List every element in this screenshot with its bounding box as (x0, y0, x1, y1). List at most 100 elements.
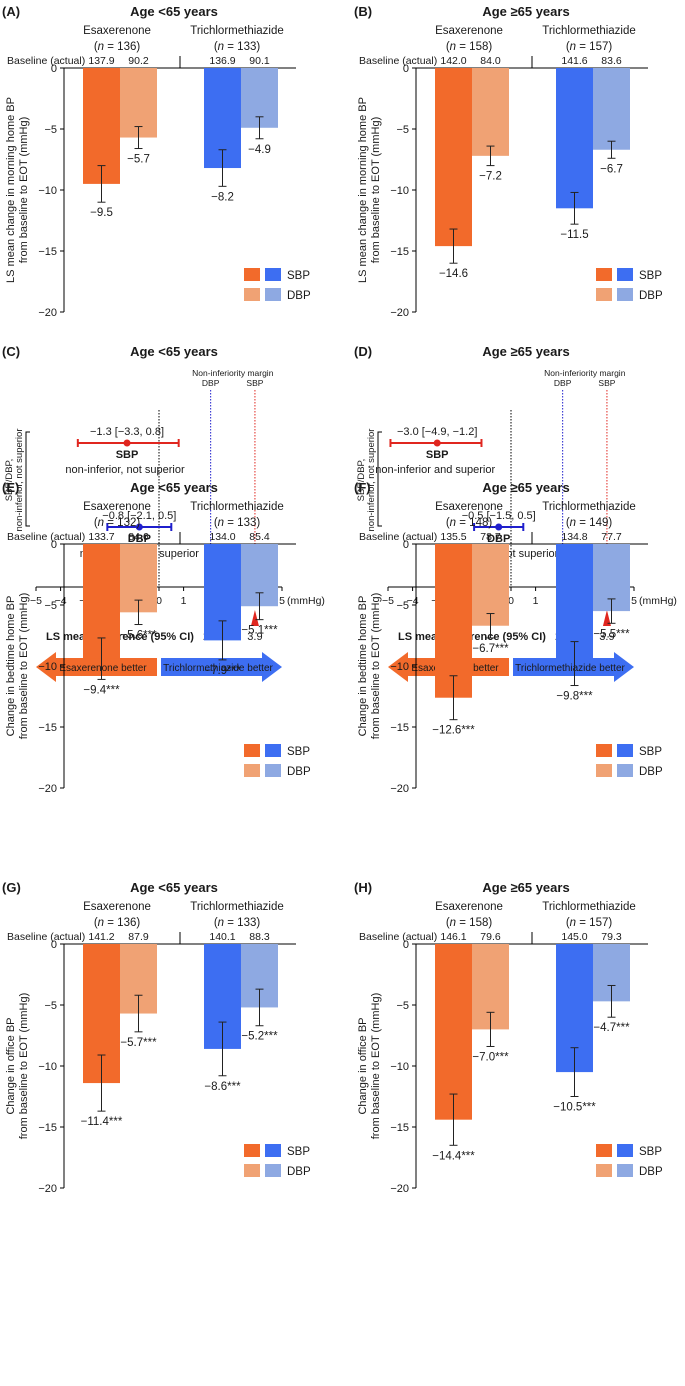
data-label: −5.7*** (120, 1037, 157, 1049)
chart-title: Age <65 years (130, 880, 218, 895)
baseline-value: 145.0 (561, 931, 587, 943)
panel-label: (G) (2, 880, 21, 895)
baseline-value: 88.3 (249, 931, 270, 943)
arrow-right-label: Trichlormethiazide better (163, 663, 273, 674)
group-name: Esaxerenone (435, 25, 503, 37)
panel-label: (B) (354, 4, 372, 19)
legend-label: SBP (287, 270, 310, 282)
y-axis-label: Change in office BP (357, 1017, 369, 1114)
data-label: −12.6*** (432, 725, 475, 737)
arrow-left-label: Esaxerenone better (59, 663, 147, 674)
row-name: SBP (116, 449, 139, 461)
data-label: −5.1*** (241, 625, 278, 637)
data-label: −5.2*** (241, 1031, 278, 1043)
group-name: Trichlormethiazide (542, 901, 636, 913)
data-label: −11.5 (560, 229, 588, 241)
bar-panel-g: (G) Age <65 years Esaxerenone (n = 136) Tric… (2, 880, 311, 1195)
y-tick-label: −20 (38, 1183, 57, 1195)
margin-value: 3.9 (599, 631, 614, 643)
group-n: (n = 133) (214, 41, 261, 53)
x-tick-label: 0 (508, 595, 514, 607)
y-tick-label: −15 (38, 722, 57, 734)
baseline-value: 140.1 (209, 931, 235, 943)
side-label: SBP/DBP, (4, 459, 15, 502)
y-axis-label: from baseline to EOT (mmHg) (18, 117, 30, 264)
row-conclusion: non-inferior, not superior (65, 464, 185, 476)
chart-title: Age ≥65 years (482, 4, 569, 19)
panel-label: (A) (2, 4, 20, 19)
side-bracket (377, 431, 382, 527)
x-axis-label: LS mean difference (95% CI) (398, 631, 546, 643)
baseline-value: 137.9 (88, 55, 114, 67)
chart-title: Age <65 years (130, 480, 218, 495)
baseline-value: 146.1 (440, 931, 466, 943)
group-name: Esaxerenone (435, 901, 503, 913)
bar-dbp (593, 68, 630, 150)
y-axis-label: from baseline to EOT (mmHg) (370, 993, 382, 1140)
side-label: SBP/DBP, (356, 459, 367, 502)
margin-marker (250, 610, 259, 626)
group-name: Esaxerenone (83, 501, 151, 513)
y-tick-label: −20 (38, 783, 57, 795)
legend-swatch (265, 744, 281, 757)
baseline-value: 79.3 (601, 931, 622, 943)
legend-label: SBP (287, 746, 310, 758)
y-axis-label: Change in bedtime home BP (357, 596, 369, 737)
group-name: Trichlormethiazide (190, 25, 284, 37)
legend-swatch (596, 764, 612, 777)
legend-swatch (265, 288, 281, 301)
ci-text: −1.3 [−3.3, 0.8] (90, 426, 164, 438)
y-tick-label: −5 (44, 124, 57, 136)
bar-sbp (435, 68, 472, 247)
group-name: Trichlormethiazide (542, 501, 636, 513)
baseline-value: 85.4 (249, 531, 270, 543)
legend-swatch (265, 1164, 281, 1177)
ci-point (135, 523, 143, 531)
baseline-value: 90.2 (128, 55, 149, 67)
legend-swatch (617, 1164, 633, 1177)
data-label: −6.7*** (472, 643, 509, 655)
x-unit: (mmHg) (287, 595, 325, 607)
group-name: Trichlormethiazide (190, 901, 284, 913)
chart-title: Age <65 years (130, 4, 218, 19)
y-tick-label: −5 (396, 600, 409, 612)
baseline-value: 134.8 (561, 531, 587, 543)
baseline-label: Baseline (actual) (7, 931, 85, 943)
y-tick-label: −5 (44, 1000, 57, 1012)
margin-label: SBP (246, 378, 263, 388)
legend-swatch (244, 268, 260, 281)
legend-swatch (265, 1144, 281, 1157)
data-label: −9.5 (90, 207, 113, 219)
ci-point (495, 523, 503, 531)
trichlormethiazide-better-arrow (161, 652, 282, 682)
baseline-value: 134.0 (209, 531, 235, 543)
x-tick-label: 0 (156, 595, 162, 607)
baseline-value: 79.6 (480, 931, 501, 943)
group-n: (n = 149) (566, 517, 613, 529)
y-tick-label: −10 (390, 661, 409, 673)
baseline-value: 142.0 (440, 55, 466, 67)
legend-label: DBP (639, 766, 663, 778)
data-label: −7.9*** (204, 665, 241, 677)
x-tick-label: 5 (279, 595, 285, 607)
panel-label: (E) (2, 480, 19, 495)
ci-point (433, 439, 441, 447)
data-label: −5.5*** (593, 628, 630, 640)
y-axis-label: LS mean change in morning home BP (357, 97, 369, 283)
legend-swatch (596, 1144, 612, 1157)
ci-text: −0.8 [−2.1, 0.5] (102, 510, 176, 522)
y-tick-label: −10 (390, 185, 409, 197)
y-tick-label: −10 (38, 1061, 57, 1073)
side-label: non-inferior, not superior (14, 429, 25, 532)
bar-dbp (472, 544, 509, 626)
legend-label: DBP (287, 766, 311, 778)
data-label: −11.4*** (81, 1116, 123, 1128)
y-tick-label: 0 (51, 63, 57, 75)
legend-swatch (617, 288, 633, 301)
data-label: −9.8*** (556, 691, 593, 703)
group-n: (n = 133) (214, 917, 261, 929)
legend-label: SBP (639, 1146, 662, 1158)
y-tick-label: 0 (51, 539, 57, 551)
y-tick-label: −15 (390, 722, 409, 734)
data-label: −6.7 (600, 163, 623, 175)
